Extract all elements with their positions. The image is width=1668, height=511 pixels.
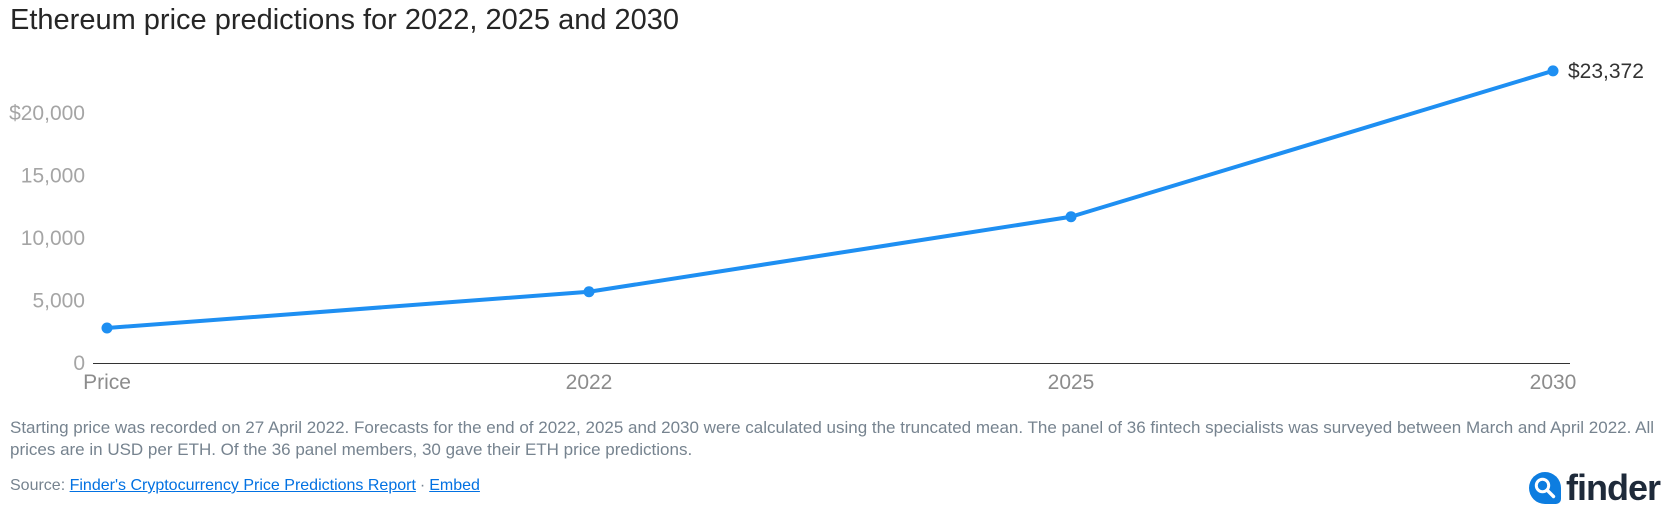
chart-title: Ethereum price predictions for 2022, 202… xyxy=(10,4,680,36)
last-point-value-label: $23,372 xyxy=(1568,60,1644,83)
source-prefix: Source: xyxy=(10,477,66,494)
data-point[interactable] xyxy=(101,322,113,334)
x-axis-tick-label: 2022 xyxy=(566,371,613,394)
data-point[interactable] xyxy=(1547,65,1559,77)
price-series-line xyxy=(105,68,1555,330)
embed-link[interactable]: Embed xyxy=(429,477,480,494)
y-axis-tick-label: $20,000 xyxy=(9,102,85,125)
y-axis-tick-label: 0 xyxy=(73,352,85,375)
finder-logo-text: finder xyxy=(1565,467,1661,508)
x-axis-tick-label: 2030 xyxy=(1530,371,1577,394)
data-point[interactable] xyxy=(583,286,595,298)
y-axis-tick-label: 10,000 xyxy=(21,227,85,250)
y-axis-tick-label: 15,000 xyxy=(21,165,85,188)
x-axis-tick-label: 2025 xyxy=(1048,371,1095,394)
chart-footnote: Starting price was recorded on 27 April … xyxy=(10,418,1655,459)
report-link[interactable]: Finder's Cryptocurrency Price Prediction… xyxy=(69,477,416,494)
data-point[interactable] xyxy=(1065,211,1077,223)
finder-logo: finder xyxy=(1528,467,1661,508)
y-axis-tick-label: 5,000 xyxy=(32,290,85,313)
source-separator: · xyxy=(419,477,426,494)
finder-magnifier-bubble-icon xyxy=(1528,472,1561,504)
x-axis-tick-label: Price xyxy=(83,371,131,394)
source-row: Source: Finder's Cryptocurrency Price Pr… xyxy=(10,477,480,495)
